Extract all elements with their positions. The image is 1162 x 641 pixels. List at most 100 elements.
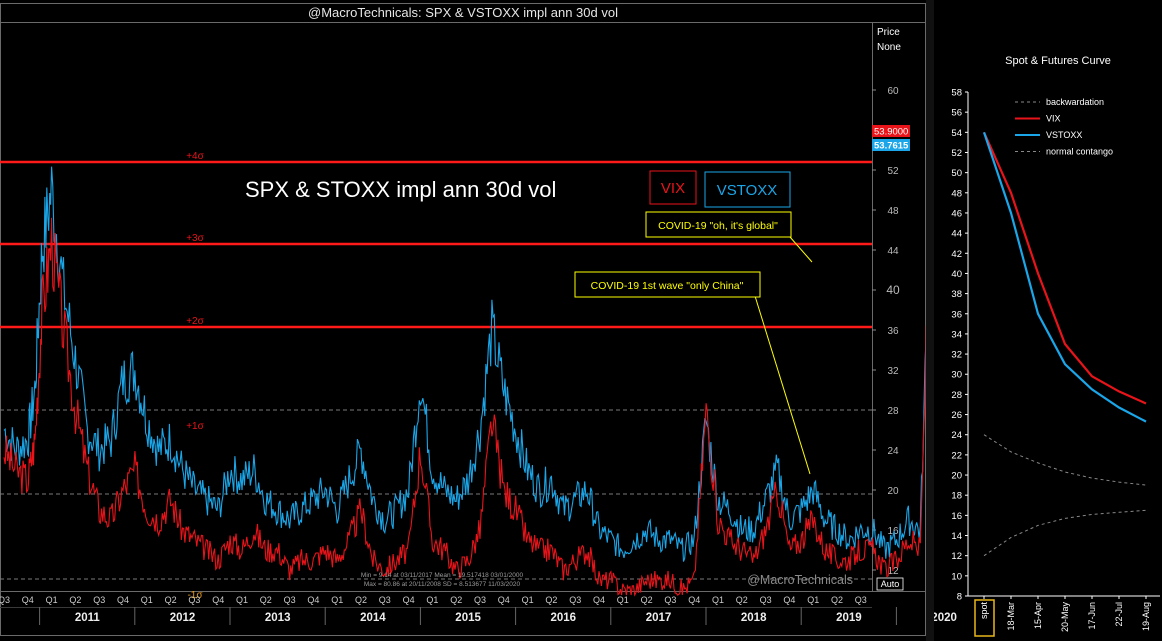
futures-x-tick-label: 19-Aug xyxy=(1141,602,1151,631)
futures-y-tick-label: 26 xyxy=(951,410,962,421)
annotation-global-pointer xyxy=(789,236,813,263)
quarter-label: Q1 xyxy=(522,595,534,605)
year-label: 2016 xyxy=(551,612,577,624)
sigma-label: +4σ xyxy=(186,151,204,162)
futures-y-tick-label: 44 xyxy=(951,229,962,240)
quarter-label: Q3 xyxy=(188,595,200,605)
futures-y-tick-label: 56 xyxy=(951,108,962,119)
sigma-label: -1σ xyxy=(187,590,203,601)
futures-y-tick-label: 34 xyxy=(951,329,962,340)
futures-legend: backwardation VIX VSTOXX normal contango xyxy=(1015,97,1113,157)
series-line-vstoxx xyxy=(3,149,933,562)
sigma-label: +2σ xyxy=(186,316,204,327)
quarter-label: Q3 xyxy=(379,595,391,605)
futures-x-tick-label: 15-Apr xyxy=(1033,602,1043,629)
futures-y-tick-label: 14 xyxy=(951,531,962,542)
futures-y-tick-label: 46 xyxy=(951,208,962,219)
chart-headline: SPX & STOXX impl ann 30d vol xyxy=(245,177,556,202)
y-tick-label: 16 xyxy=(887,526,899,537)
legend-vix-label: VIX xyxy=(661,180,685,197)
quarter-label: Q2 xyxy=(260,595,272,605)
futures-y-tick-label: 32 xyxy=(951,350,962,361)
watermark: @MacroTechnicals xyxy=(747,573,853,587)
price-sub-label: None xyxy=(877,42,901,53)
futures-legend-label: VSTOXX xyxy=(1046,130,1082,140)
futures-y-tick-label: 38 xyxy=(951,289,962,300)
futures-x-tick-label: 20-May xyxy=(1060,602,1070,633)
quarter-label: Q2 xyxy=(641,595,653,605)
last-value-vix-badge xyxy=(872,125,910,137)
year-label: 2019 xyxy=(836,612,862,624)
futures-legend-label: normal contango xyxy=(1046,147,1113,157)
quarter-label: Q1 xyxy=(617,595,629,605)
quarter-label: Q2 xyxy=(545,595,557,605)
y-tick-label: 28 xyxy=(887,406,899,417)
series-line-vix xyxy=(3,149,933,597)
futures-y-tick-label: 58 xyxy=(951,88,962,99)
auto-scale-label: Auto xyxy=(881,579,900,589)
quarter-label: Q3 xyxy=(760,595,772,605)
futures-legend-label: VIX xyxy=(1046,114,1061,124)
series-lines xyxy=(3,149,933,597)
spot-highlight-box xyxy=(974,599,995,637)
futures-y-tick-label: 24 xyxy=(951,430,962,441)
quarter-label: Q2 xyxy=(165,595,177,605)
futures-legend-label: backwardation xyxy=(1046,97,1104,107)
year-label: 2015 xyxy=(455,612,481,624)
y-axis-ticks: 12162024283236404448525660 xyxy=(872,86,900,577)
quarter-label: Q3 xyxy=(569,595,581,605)
year-label: 2018 xyxy=(741,612,767,624)
sigma-bands: +4σ +3σ +2σ +1σ -1σ xyxy=(0,151,872,601)
last-value-vstoxx: 53.7615 xyxy=(874,141,909,152)
futures-y-tick-label: 18 xyxy=(951,491,962,502)
annotation-china-box xyxy=(574,271,761,298)
y-tick-label: 52 xyxy=(887,166,899,177)
year-label: 2017 xyxy=(646,612,672,624)
auto-scale-button[interactable] xyxy=(876,577,904,591)
quarter-label: Q3 xyxy=(474,595,486,605)
x-axis-quarters: Q3 Q4 Q1 Q2 Q3 Q4 Q1 Q2 Q3 Q4 Q1 Q2 Q3 Q4 Q1 Q2 Q3 Q4 Q1 Q2… xyxy=(0,595,867,605)
y-tick-label: 60 xyxy=(887,86,899,97)
futures-x-tick-label: 18-Mar xyxy=(1006,602,1016,631)
quarter-label: Q2 xyxy=(736,595,748,605)
futures-y-tick-label: 36 xyxy=(951,309,962,320)
futures-line-backwardation xyxy=(983,434,1147,486)
quarter-label: Q1 xyxy=(712,595,724,605)
y-tick-label: 24 xyxy=(887,446,899,457)
futures-y-tick-label: 10 xyxy=(951,571,962,582)
quarter-label: Q4 xyxy=(688,595,700,605)
futures-series xyxy=(982,131,1147,557)
stats-line-2: Max = 80.86 at 20/11/2008 SD = 8.513677 … xyxy=(364,581,521,588)
year-label: 2012 xyxy=(170,612,196,624)
futures-y-tick-label: 8 xyxy=(957,592,962,603)
futures-y-tick-label: 48 xyxy=(951,188,962,199)
quarter-label: Q1 xyxy=(236,595,248,605)
y-tick-label: 40 xyxy=(886,283,900,297)
futures-line-vix xyxy=(982,131,1147,405)
quarter-label: Q4 xyxy=(22,595,34,605)
quarter-label: Q4 xyxy=(117,595,129,605)
y-tick-label: 20 xyxy=(887,486,899,497)
quarter-label: Q3 xyxy=(284,595,296,605)
quarter-label: Q2 xyxy=(450,595,462,605)
annotation-china-pointer xyxy=(754,295,811,475)
x-axis-years: 2011 2012 2013 2014 2015 2016 2017 2018 2019 2020 xyxy=(39,607,957,625)
quarter-label: Q4 xyxy=(212,595,224,605)
year-label: 2020 xyxy=(931,612,957,624)
annotation-china: COVID-19 1st wave "only China" xyxy=(591,280,744,292)
futures-chart-title: Spot & Futures Curve xyxy=(1005,55,1111,67)
legend-vix-box xyxy=(649,170,697,205)
futures-x-tick-label: spot xyxy=(979,602,989,620)
y-tick-label: 36 xyxy=(887,326,899,337)
price-label: Price xyxy=(877,27,900,38)
futures-y-tick-label: 12 xyxy=(951,551,962,562)
legend-vstoxx-label: VSTOXX xyxy=(717,182,778,199)
futures-y-tick-label: 30 xyxy=(951,370,962,381)
panel-separator xyxy=(926,0,934,641)
main-title: @MacroTechnicals: SPX & VSTOXX impl ann … xyxy=(308,5,618,20)
sigma-label: +3σ xyxy=(186,233,204,244)
futures-y-tick-label: 52 xyxy=(951,148,962,159)
quarter-label: Q2 xyxy=(831,595,843,605)
annotation-global-box xyxy=(645,211,792,238)
